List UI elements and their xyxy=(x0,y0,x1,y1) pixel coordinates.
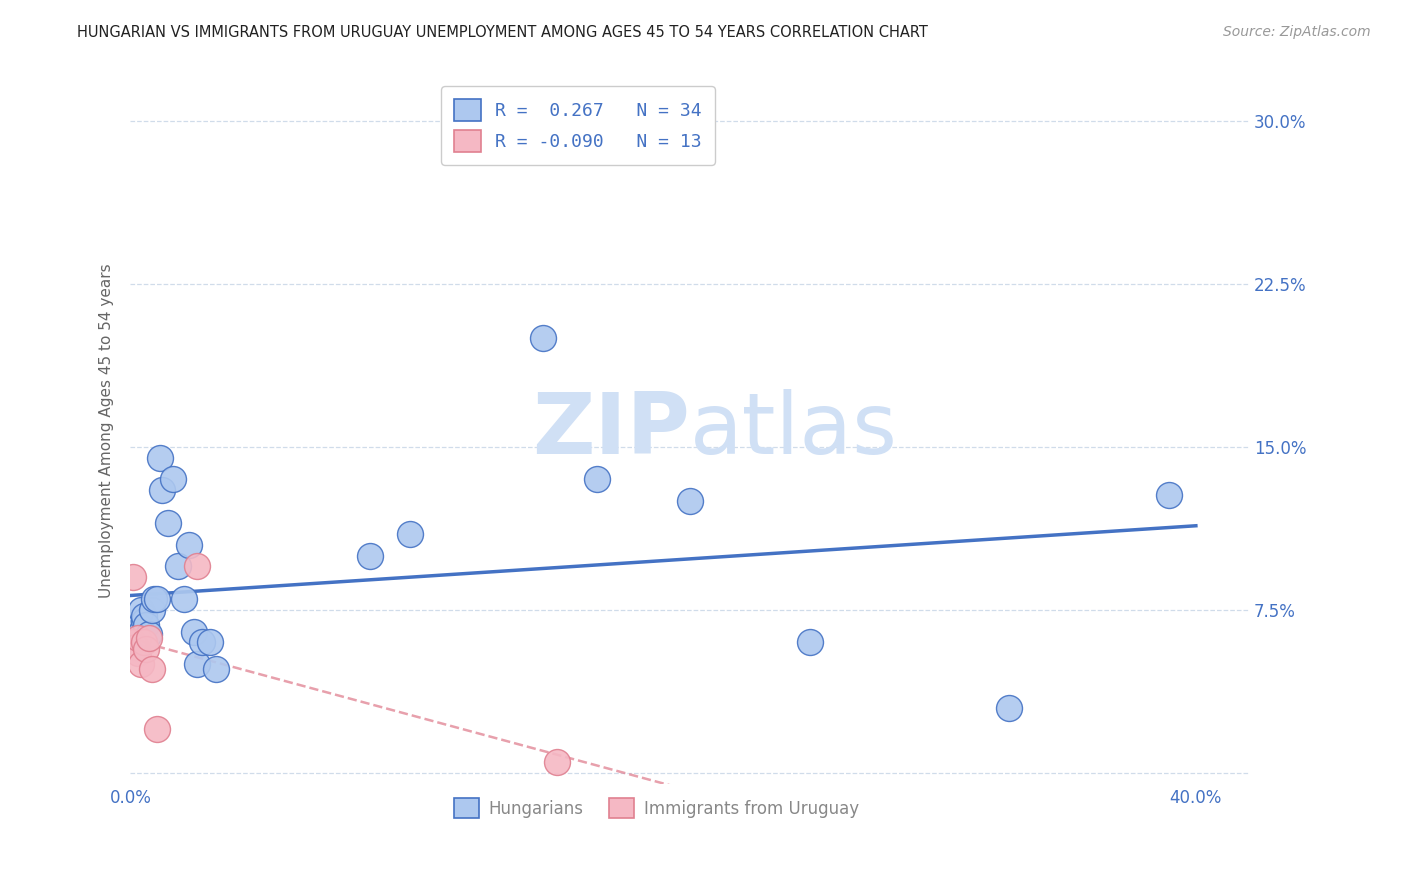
Point xyxy=(124,624,146,639)
Y-axis label: Unemployment Among Ages 45 to 54 years: Unemployment Among Ages 45 to 54 years xyxy=(100,263,114,598)
Point xyxy=(124,640,146,654)
Point xyxy=(177,538,200,552)
Point xyxy=(191,635,214,649)
Point xyxy=(186,657,208,672)
Point xyxy=(186,559,208,574)
Point xyxy=(132,614,155,628)
Point xyxy=(200,635,222,649)
Point xyxy=(122,635,145,649)
Text: atlas: atlas xyxy=(690,389,898,472)
Point xyxy=(531,331,554,345)
Point xyxy=(399,526,422,541)
Point xyxy=(138,627,160,641)
Point xyxy=(129,624,152,639)
Point xyxy=(149,450,172,465)
Point xyxy=(132,609,155,624)
Point xyxy=(135,618,157,632)
Point xyxy=(127,631,149,645)
Point xyxy=(359,549,381,563)
Point xyxy=(156,516,179,530)
Point xyxy=(122,635,145,649)
Point xyxy=(124,640,146,654)
Point xyxy=(150,483,173,498)
Point xyxy=(129,657,152,672)
Text: ZIP: ZIP xyxy=(531,389,690,472)
Point xyxy=(799,635,821,649)
Point xyxy=(127,618,149,632)
Point xyxy=(204,662,226,676)
Point xyxy=(585,473,607,487)
Point xyxy=(127,631,149,645)
Point xyxy=(1159,488,1181,502)
Point xyxy=(183,624,205,639)
Point xyxy=(122,570,145,584)
Point xyxy=(129,603,152,617)
Point xyxy=(167,559,190,574)
Point xyxy=(141,603,163,617)
Point xyxy=(998,700,1021,714)
Point xyxy=(138,631,160,645)
Point xyxy=(127,646,149,660)
Point xyxy=(132,635,155,649)
Point xyxy=(143,592,166,607)
Point xyxy=(146,723,169,737)
Point xyxy=(162,473,184,487)
Point xyxy=(173,592,195,607)
Point xyxy=(679,494,702,508)
Text: Source: ZipAtlas.com: Source: ZipAtlas.com xyxy=(1223,25,1371,39)
Point xyxy=(135,642,157,657)
Point xyxy=(141,662,163,676)
Text: HUNGARIAN VS IMMIGRANTS FROM URUGUAY UNEMPLOYMENT AMONG AGES 45 TO 54 YEARS CORR: HUNGARIAN VS IMMIGRANTS FROM URUGUAY UNE… xyxy=(77,25,928,40)
Legend: Hungarians, Immigrants from Uruguay: Hungarians, Immigrants from Uruguay xyxy=(447,791,866,825)
Point xyxy=(546,755,568,769)
Point xyxy=(146,592,169,607)
